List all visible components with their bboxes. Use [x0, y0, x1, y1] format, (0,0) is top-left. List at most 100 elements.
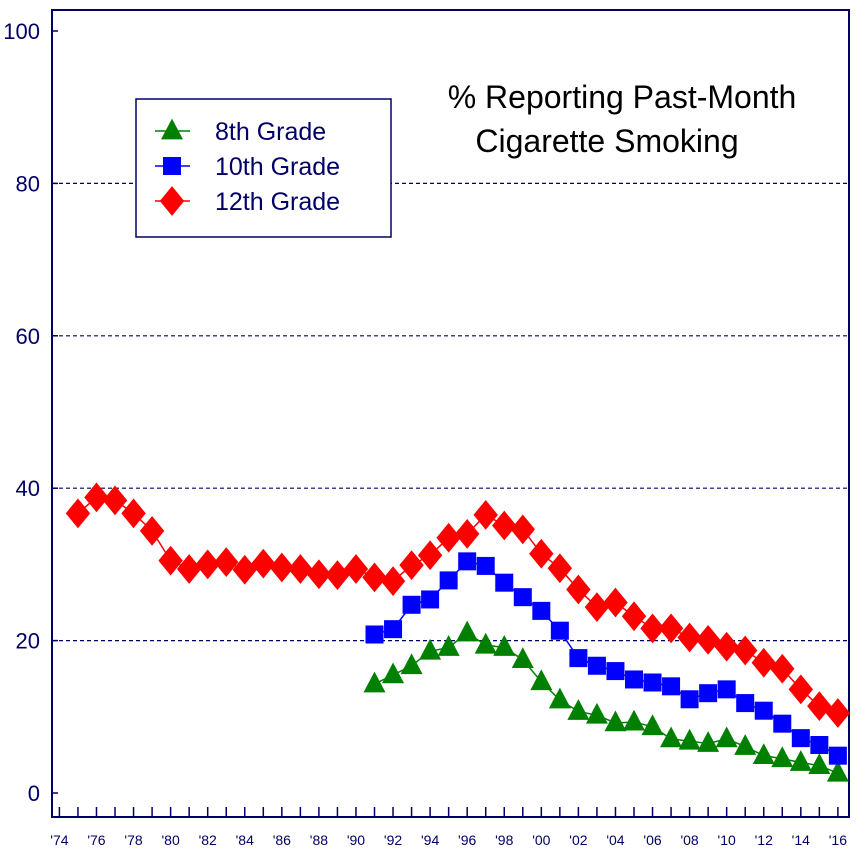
data-point [678, 728, 701, 750]
data-point [269, 552, 295, 583]
data-point [643, 673, 662, 692]
data-point [624, 670, 643, 689]
data-point [402, 595, 421, 614]
data-point [791, 729, 810, 748]
data-point [121, 498, 146, 529]
data-point [733, 635, 758, 666]
x-tick-label: '96 [458, 832, 476, 848]
data-point [251, 548, 276, 579]
x-tick-label: '92 [384, 832, 402, 848]
data-point [751, 647, 776, 678]
data-point [214, 547, 239, 577]
series-8th-grade [363, 620, 849, 782]
data-point [363, 671, 386, 693]
x-tick-label: '04 [606, 832, 624, 848]
data-point [680, 690, 699, 709]
legend-marker [163, 157, 181, 175]
data-point [84, 482, 109, 513]
x-tick-label: '84 [236, 832, 254, 848]
legend-item: 12th Grade [155, 186, 340, 216]
data-point [288, 554, 313, 584]
data-point [566, 574, 591, 605]
data-point [810, 735, 829, 754]
data-point [417, 540, 443, 571]
data-point [176, 554, 202, 584]
x-tick-label: '00 [532, 832, 550, 848]
data-point [828, 746, 847, 765]
data-point [511, 647, 534, 669]
y-tick-label: 0 [28, 781, 40, 806]
x-tick-label: '16 [829, 832, 847, 848]
data-point [660, 726, 683, 748]
data-point [771, 746, 794, 768]
x-tick-label: '74 [50, 832, 68, 848]
legend-label: 12th Grade [215, 188, 340, 216]
data-point [437, 635, 460, 656]
data-point [529, 538, 554, 569]
data-point [658, 613, 684, 644]
data-point [754, 701, 773, 720]
x-tick-label: '06 [643, 832, 661, 848]
series-10th-grade [365, 552, 847, 765]
x-tick-label: '08 [680, 832, 698, 848]
data-point [825, 698, 851, 728]
y-tick-label: 100 [3, 19, 40, 44]
data-point [715, 726, 738, 748]
y-tick-label: 60 [16, 324, 40, 349]
chart-title-line-2: Cigarette Smoking [475, 123, 738, 159]
data-point [399, 550, 424, 581]
data-point [495, 573, 514, 592]
data-point [550, 621, 569, 640]
data-point [65, 498, 91, 529]
data-point [547, 553, 573, 584]
data-point [808, 753, 831, 774]
legend-items: 8th Grade 10th Grade 12th Grade [155, 118, 340, 216]
data-point [306, 559, 332, 590]
x-tick-label: '10 [718, 832, 736, 848]
data-point [622, 709, 645, 731]
x-tick-label: '98 [495, 832, 513, 848]
data-point [139, 515, 165, 546]
data-point [382, 662, 405, 684]
data-point [493, 635, 516, 656]
data-point [606, 662, 625, 681]
data-point [587, 656, 606, 675]
data-point [714, 631, 739, 662]
data-point [585, 702, 608, 724]
data-point [695, 624, 721, 655]
data-point [584, 592, 610, 622]
x-tick-label: '02 [569, 832, 587, 848]
series-12th-grade [65, 482, 851, 728]
legend: 8th Grade 10th Grade 12th Grade [135, 98, 392, 238]
data-point [548, 687, 571, 709]
data-point [439, 571, 458, 590]
legend-marker [159, 186, 185, 216]
data-point [530, 669, 553, 691]
data-point [640, 613, 665, 644]
data-point [362, 562, 387, 593]
plot-frame [51, 9, 850, 818]
data-point [697, 731, 720, 752]
data-point [436, 522, 461, 553]
data-point [454, 519, 480, 549]
x-tick-label: '88 [310, 832, 328, 848]
y-tick-label: 40 [16, 476, 40, 501]
data-point [677, 622, 702, 653]
data-point [458, 552, 477, 571]
x-tick-label: '94 [421, 832, 439, 848]
data-point [770, 653, 795, 684]
data-point [102, 485, 128, 516]
data-point [826, 760, 849, 782]
tick-marks [52, 30, 839, 817]
data-point [662, 677, 681, 696]
chart-title-line-1: % Reporting Past-Month [448, 79, 797, 115]
data-point [476, 556, 495, 575]
x-tick-label: '14 [792, 832, 810, 848]
data-point [158, 545, 183, 576]
data-point [384, 620, 403, 639]
y-tick-label: 20 [16, 629, 40, 654]
legend-marker [161, 118, 183, 140]
series-lines [65, 482, 851, 782]
x-tick-label: '78 [124, 832, 142, 848]
